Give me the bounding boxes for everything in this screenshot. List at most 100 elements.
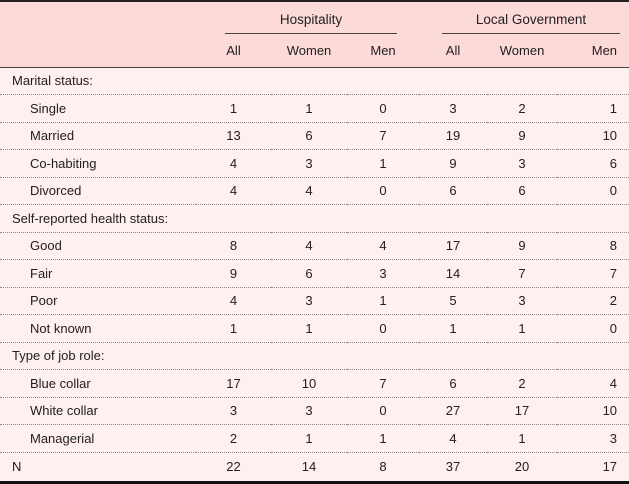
data-cell: 10 <box>271 369 347 398</box>
data-cell: 1 <box>419 314 488 343</box>
data-cell: 1 <box>347 287 420 315</box>
data-cell: 3 <box>347 259 420 288</box>
data-cell: 17 <box>419 232 488 260</box>
data-cell: 13 <box>196 122 271 150</box>
column-group-row: Hospitality Local Government <box>0 2 629 34</box>
section-header-label: Self-reported health status: <box>0 204 629 233</box>
data-cell: 0 <box>347 177 420 205</box>
data-cell: 4 <box>557 369 629 398</box>
data-cell: 2 <box>196 424 271 453</box>
data-cell: 9 <box>419 149 488 178</box>
data-cell: 22 <box>226 458 241 474</box>
data-cell: 1 <box>557 94 629 123</box>
row-label: Married <box>0 122 196 150</box>
column-header-all-localgov: All <box>419 34 488 68</box>
row-label: Blue collar <box>0 369 196 398</box>
data-cell: 3 <box>271 397 347 425</box>
row-label: Fair <box>0 259 196 288</box>
data-cell: 17 <box>602 458 618 474</box>
data-cell: 6 <box>271 122 347 150</box>
row-label: Good <box>0 232 196 260</box>
total-row-label: N <box>12 458 22 474</box>
group-cell-hospitality: Hospitality <box>196 2 419 34</box>
row-label: White collar <box>0 397 196 425</box>
data-cell: 3 <box>419 94 488 123</box>
data-cell: 2 <box>487 369 558 398</box>
data-cell: 1 <box>347 149 420 178</box>
table-body: Marital status: Single 1 1 0 3 2 1 Marri… <box>0 67 629 480</box>
data-cell: 0 <box>347 94 420 123</box>
table-row: Divorced 4 4 0 6 6 0 <box>0 177 629 205</box>
data-cell: 7 <box>347 122 420 150</box>
data-cell: 3 <box>557 424 629 453</box>
data-cell: 8 <box>557 232 629 260</box>
data-cell: 1 <box>271 424 347 453</box>
data-cell: 3 <box>487 287 558 315</box>
data-cell: 9 <box>196 259 271 288</box>
total-row: N 22 14 8 37 20 17 <box>0 452 629 480</box>
data-cell: 9 <box>487 122 558 150</box>
data-cell: 4 <box>196 177 271 205</box>
data-cell: 8 <box>379 458 387 474</box>
data-cell: 0 <box>557 177 629 205</box>
data-cell: 4 <box>271 177 347 205</box>
data-cell: 3 <box>271 287 347 315</box>
data-cell: 2 <box>557 287 629 315</box>
data-cell: 6 <box>419 177 488 205</box>
row-label: Managerial <box>0 424 196 453</box>
data-cell: 1 <box>347 424 420 453</box>
table-row: White collar 3 3 0 27 17 10 <box>0 397 629 425</box>
data-cell: 10 <box>557 122 629 150</box>
data-cell: 1 <box>487 424 558 453</box>
row-label: Divorced <box>0 177 196 205</box>
data-cell: 6 <box>487 177 558 205</box>
table-row: Single 1 1 0 3 2 1 <box>0 94 629 123</box>
data-cell: 0 <box>347 314 420 343</box>
column-header-women-localgov: Women <box>487 34 558 68</box>
column-header-men-hospitality: Men <box>347 34 420 68</box>
data-cell: 3 <box>487 149 558 178</box>
data-cell: 4 <box>419 424 488 453</box>
table-row: Married 13 6 7 19 9 10 <box>0 122 629 150</box>
column-header-row: All Women Men All Women Men <box>0 34 629 68</box>
data-cell: 7 <box>557 259 629 288</box>
data-cell: 20 <box>514 458 530 474</box>
row-label: Not known <box>0 314 196 343</box>
table-row: Blue collar 17 10 7 6 2 4 <box>0 369 629 398</box>
data-cell: 7 <box>487 259 558 288</box>
data-cell: 4 <box>271 232 347 260</box>
data-cell: 2 <box>487 94 558 123</box>
header-spacer <box>0 2 196 34</box>
data-cell: 1 <box>196 314 271 343</box>
header-spacer <box>0 34 196 68</box>
data-cell: 6 <box>557 149 629 178</box>
data-cell: 17 <box>196 369 271 398</box>
row-label: Co-habiting <box>0 149 196 178</box>
row-label: Single <box>0 94 196 123</box>
data-cell: 17 <box>487 397 558 425</box>
data-cell: 4 <box>347 232 420 260</box>
data-cell: 3 <box>196 397 271 425</box>
section-header-label: Type of job role: <box>0 342 629 370</box>
data-cell: 8 <box>196 232 271 260</box>
data-cell: 19 <box>419 122 488 150</box>
table-row: Poor 4 3 1 5 3 2 <box>0 287 629 315</box>
row-label: Poor <box>0 287 196 315</box>
data-cell: 6 <box>271 259 347 288</box>
data-cell: 10 <box>557 397 629 425</box>
group-label-local-government: Local Government <box>442 12 621 34</box>
group-label-hospitality: Hospitality <box>225 12 398 34</box>
data-cell: 9 <box>487 232 558 260</box>
data-cell: 1 <box>271 94 347 123</box>
section-header-row: Self-reported health status: <box>0 204 629 233</box>
column-header-all-hospitality: All <box>196 34 271 68</box>
data-cell: 14 <box>301 458 317 474</box>
data-cell: 4 <box>196 287 271 315</box>
data-cell: 37 <box>445 458 461 474</box>
table-row: Managerial 2 1 1 4 1 3 <box>0 424 629 453</box>
section-header-label: Marital status: <box>0 67 629 95</box>
table-row: Fair 9 6 3 14 7 7 <box>0 259 629 288</box>
data-cell: 1 <box>271 314 347 343</box>
